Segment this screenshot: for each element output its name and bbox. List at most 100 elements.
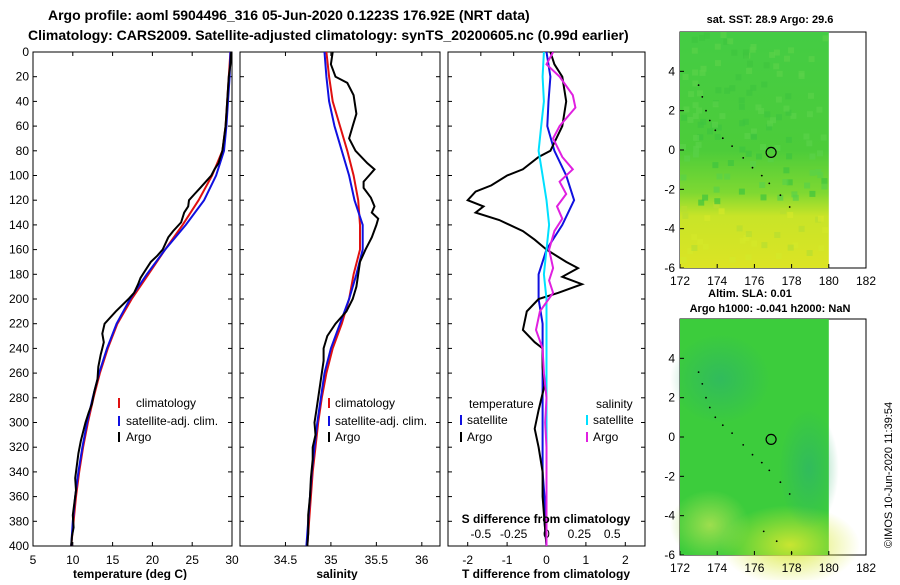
sst_map-pixel <box>700 118 707 125</box>
diff-legend-s-satellite: satellite <box>593 413 634 427</box>
sst_map-island <box>708 119 711 122</box>
diff-xtick-label: 2 <box>622 553 629 567</box>
sst_map-pixel <box>692 151 699 158</box>
sst_map-island <box>697 84 700 86</box>
diff-top-tick-label: 0.25 <box>568 527 592 541</box>
temperature-ytick-label: 220 <box>9 317 29 331</box>
sst_map-pixel <box>687 248 694 254</box>
sst_map-ytick-label: 0 <box>668 143 675 157</box>
sst_map-pixel <box>760 194 767 201</box>
sla-map-title-line2: Argo h1000: -0.041 h2000: NaN <box>690 303 851 315</box>
diff-line-s-argo <box>534 52 577 546</box>
sst_map-pixel <box>751 133 757 140</box>
sst_map-pixel <box>723 38 730 45</box>
sla_map-xtick-label: 176 <box>744 561 764 575</box>
temperature-ytick-label: 400 <box>9 539 29 553</box>
sst_map-ytick-label: -4 <box>664 222 675 236</box>
temperature-ytick-label: 260 <box>9 366 29 380</box>
sla_map-ytick-label: 2 <box>668 391 675 405</box>
sst_map-pixel <box>680 174 687 181</box>
sst_map-pixel <box>735 74 742 81</box>
diff-xtick-label: -1 <box>502 553 513 567</box>
sla_map-island <box>768 469 771 472</box>
sla_map-island <box>731 432 733 434</box>
diff-xtick-label: 1 <box>583 553 590 567</box>
diff-top-tick-label: -0.25 <box>500 527 528 541</box>
sst_map-pixel <box>692 102 699 109</box>
diff-xtick-label: 0 <box>543 553 550 567</box>
sla_map-island <box>742 444 745 446</box>
temperature-ytick-label: 240 <box>9 341 29 355</box>
sst_map-pixel <box>711 121 718 128</box>
sst_map-island <box>768 182 771 185</box>
sst_map-pixel <box>680 257 687 263</box>
sst_map-pixel <box>692 80 699 87</box>
figure-title-line2: Climatology: CARS2009. Satellite-adjuste… <box>28 27 629 43</box>
sst_map-pixel <box>746 68 753 74</box>
diff-legend-t-satellite: satellite <box>467 413 508 427</box>
sst_map-pixel <box>787 244 794 251</box>
sst_map-pixel <box>777 194 784 201</box>
temperature-ytick-label: 180 <box>9 267 29 281</box>
sla_map-island <box>701 383 704 385</box>
sst_map-ytick-label: 2 <box>668 104 675 118</box>
sst_map-pixel <box>742 49 749 56</box>
sst_map-island <box>742 157 745 159</box>
difference-top-label: S difference from climatology <box>462 512 631 526</box>
sst_map-xtick-label: 182 <box>856 274 876 288</box>
sst_map-pixel <box>766 124 773 131</box>
sst_map-pixel <box>767 156 774 163</box>
sst_map-pixel <box>699 34 706 41</box>
sst_map-pixel <box>681 205 688 212</box>
temperature-xtick-label: 20 <box>146 553 160 567</box>
diff-legend-temperature-title: temperature <box>469 397 534 411</box>
sla_map-island <box>697 371 700 373</box>
sst_map-pixel <box>817 215 824 222</box>
sst_map-pixel <box>729 85 736 92</box>
temperature-ytick-label: 100 <box>9 169 29 183</box>
sla_map-blob <box>720 505 860 585</box>
salinity-series-group <box>305 52 380 546</box>
sla_map-blob <box>778 409 839 529</box>
sst_map-pixel <box>787 212 794 218</box>
temperature-xtick-label: 30 <box>225 553 239 567</box>
sst-map-panel: 172 174 176 178 180 182 -6 -4 -2 0 2 4 <box>664 31 876 288</box>
sst_map-pixel <box>783 105 790 112</box>
sla_map-ytick-label: -2 <box>664 469 675 483</box>
sst_map-pixel <box>702 243 709 250</box>
sst_map-pixel <box>776 114 782 121</box>
sla-map-title-line1: Altim. SLA: 0.01 <box>708 288 792 300</box>
sst_map-island <box>751 166 754 169</box>
sla_map-ytick-label: -4 <box>664 509 675 523</box>
salinity-panel: 34.5 35 35.5 36 <box>239 51 441 567</box>
sst_map-pixel <box>704 215 711 222</box>
sst_map-pixel <box>808 92 814 99</box>
sst_map-pixel <box>750 128 757 135</box>
temperature-xlabel: temperature (deg C) <box>73 567 187 580</box>
temperature-line-argo <box>70 52 232 546</box>
sst_map-pixel <box>775 253 782 259</box>
sla_map-island <box>714 416 717 419</box>
temperature-ytick-label: 140 <box>9 218 29 232</box>
sla_map-island <box>721 424 724 427</box>
difference-xlabel: T difference from climatology <box>462 567 630 580</box>
sst_map-ytick-label: 4 <box>668 64 675 78</box>
sst_map-pixel <box>724 173 731 180</box>
sst_map-pixel <box>806 140 813 147</box>
sst_map-pixel <box>691 245 698 251</box>
sst_map-pixel <box>693 145 700 152</box>
temperature-xtick-label: 5 <box>30 553 37 567</box>
sst_map-xtick-label: 178 <box>782 274 802 288</box>
sst_map-pixel <box>745 231 752 238</box>
sst_map-pixel <box>693 134 700 141</box>
sst_map-pixel <box>743 235 750 241</box>
sst_map-pixel <box>786 153 793 160</box>
sst_map-pixel <box>739 120 746 127</box>
sst_map-pixel <box>697 90 703 97</box>
sst_map-pixel <box>785 109 792 116</box>
sla_map-blob <box>670 490 750 560</box>
sst_map-pixel <box>798 73 805 79</box>
sst_map-pixel <box>821 183 828 190</box>
temperature-line-satellite-adj-clim- <box>70 52 232 546</box>
sst_map-pixel <box>750 161 756 167</box>
